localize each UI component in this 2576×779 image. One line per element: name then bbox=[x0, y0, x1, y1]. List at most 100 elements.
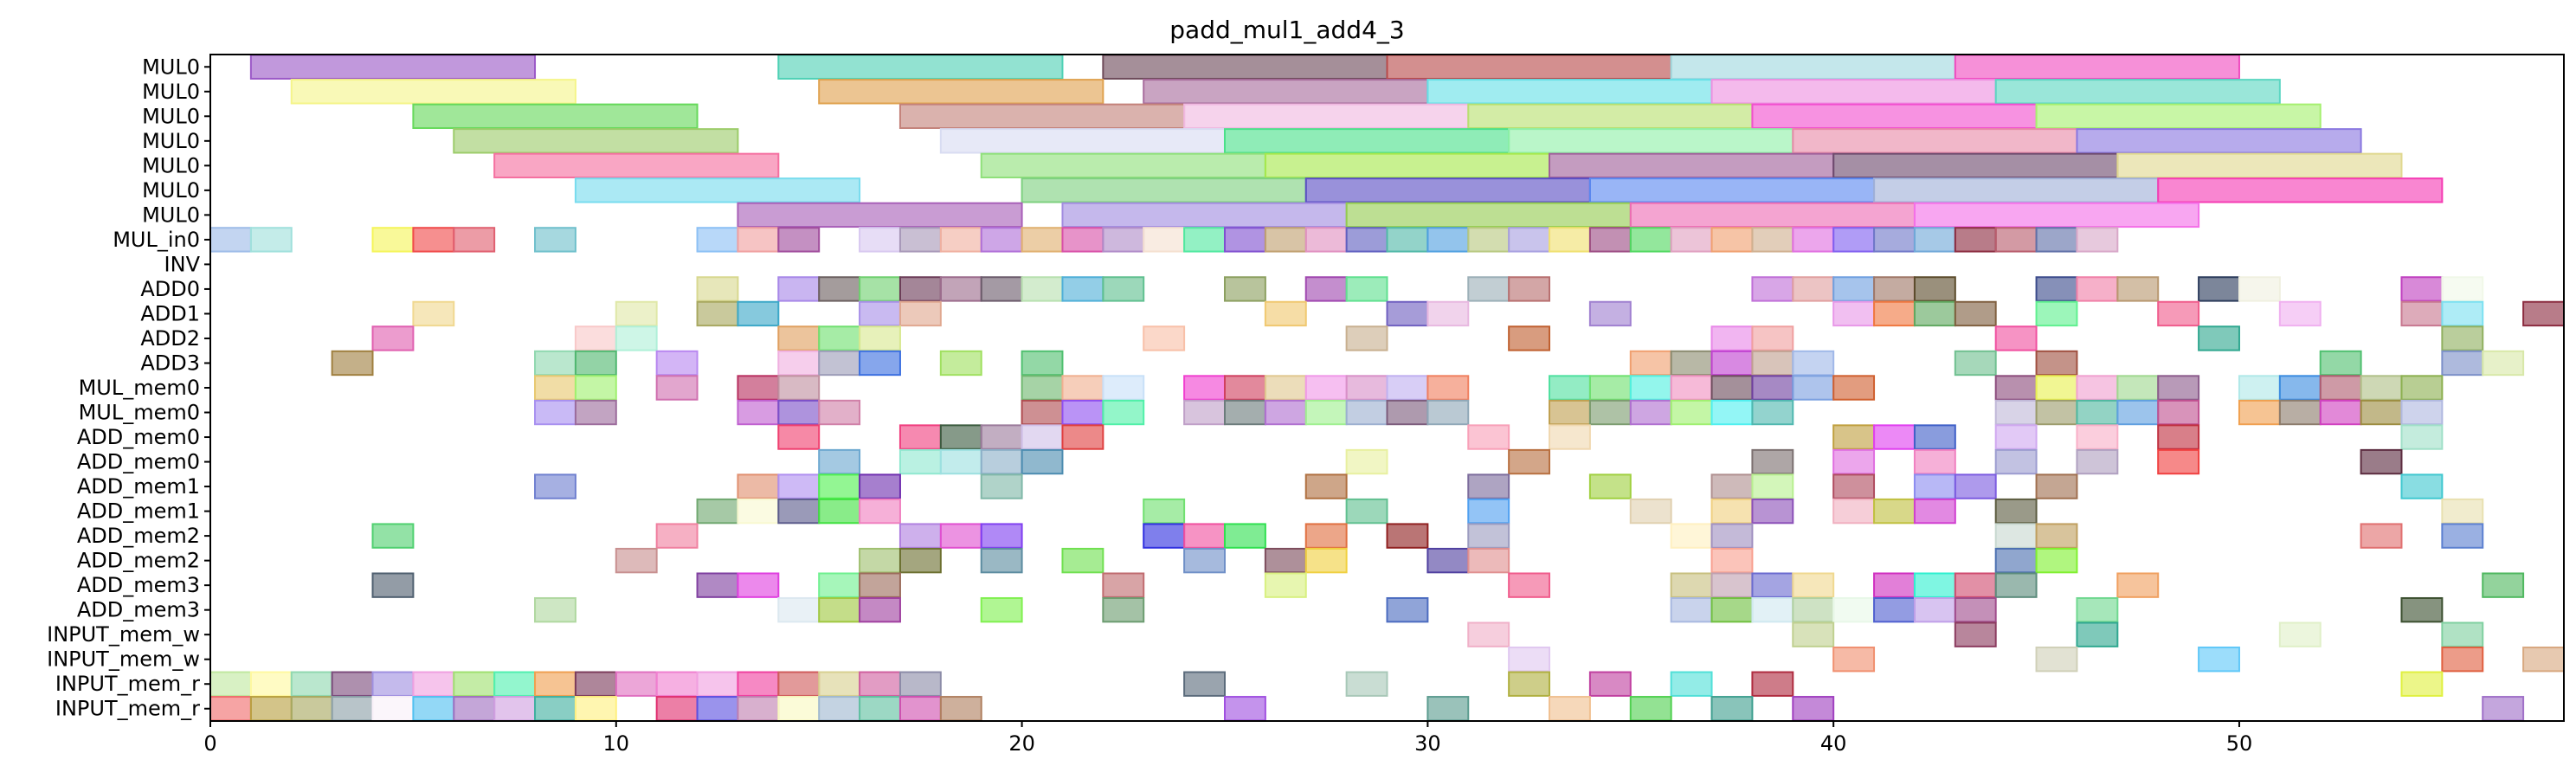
task-bar bbox=[2076, 621, 2119, 647]
task-bar bbox=[1913, 448, 1956, 475]
task-bar bbox=[696, 227, 739, 253]
task-bar bbox=[1873, 177, 2160, 203]
task-bar bbox=[818, 498, 861, 525]
task-bar bbox=[1223, 696, 1266, 722]
x-axis: 0 10 20 30 40 50 bbox=[203, 721, 2252, 756]
task-bar bbox=[2076, 424, 2119, 450]
task-bar bbox=[1629, 350, 1672, 377]
task-bars bbox=[209, 54, 2565, 722]
task-bar bbox=[2278, 399, 2322, 426]
task-bar bbox=[1710, 498, 1754, 525]
task-bar bbox=[1751, 325, 1794, 351]
task-bar bbox=[2076, 399, 2119, 426]
task-bar bbox=[1183, 227, 1226, 253]
task-bar bbox=[1264, 375, 1307, 401]
task-bar bbox=[2035, 227, 2078, 253]
task-bar bbox=[331, 671, 374, 697]
row-label: ADD_mem0 bbox=[77, 450, 200, 474]
task-bar bbox=[493, 696, 537, 722]
task-bar bbox=[1467, 103, 1754, 129]
task-bar bbox=[1143, 498, 1186, 525]
x-tick-label: 40 bbox=[1820, 731, 1847, 756]
task-bar bbox=[1426, 696, 1470, 722]
task-bar bbox=[1670, 596, 1713, 623]
task-bar bbox=[1183, 523, 1226, 549]
task-bar bbox=[1345, 202, 1632, 229]
row-label: ADD_mem0 bbox=[77, 425, 200, 449]
task-bar bbox=[2035, 473, 2078, 499]
task-bar bbox=[1264, 547, 1307, 574]
task-bar bbox=[2238, 276, 2281, 302]
task-bar bbox=[818, 79, 1104, 105]
task-bar bbox=[1345, 375, 1388, 401]
task-bar bbox=[534, 227, 576, 253]
task-bar bbox=[737, 399, 780, 426]
task-bar bbox=[1549, 227, 1591, 253]
task-bar bbox=[818, 325, 861, 351]
task-bar bbox=[1670, 227, 1713, 253]
task-bar bbox=[2441, 498, 2484, 525]
row-label: MUL0 bbox=[142, 153, 200, 177]
row-label: MUL_mem0 bbox=[79, 401, 200, 425]
task-bar bbox=[859, 572, 901, 598]
task-bar bbox=[898, 300, 942, 327]
task-bar bbox=[818, 399, 861, 426]
task-bar bbox=[1223, 399, 1266, 426]
task-bar bbox=[2482, 696, 2525, 722]
task-bar bbox=[898, 547, 942, 574]
task-bar bbox=[2157, 399, 2200, 426]
task-bar bbox=[696, 696, 739, 722]
task-bar bbox=[615, 547, 658, 574]
task-bar bbox=[2157, 177, 2444, 203]
task-bar bbox=[1304, 523, 1348, 549]
row-label: ADD1 bbox=[140, 301, 200, 325]
row-label: ADD3 bbox=[140, 351, 200, 375]
task-bar bbox=[371, 696, 415, 722]
task-bar bbox=[2116, 375, 2160, 401]
task-bar bbox=[249, 671, 293, 697]
task-bar bbox=[777, 325, 821, 351]
task-bar bbox=[2157, 375, 2200, 401]
task-bar bbox=[371, 227, 415, 253]
task-bar bbox=[859, 300, 901, 327]
task-bar bbox=[777, 596, 821, 623]
task-bar bbox=[1183, 399, 1226, 426]
task-bar bbox=[1954, 300, 1997, 327]
task-bar bbox=[534, 473, 576, 499]
task-bar bbox=[1143, 79, 1429, 105]
task-bar bbox=[1913, 202, 2200, 229]
task-bar bbox=[2035, 300, 2078, 327]
task-bar bbox=[2319, 350, 2362, 377]
task-bar bbox=[2400, 276, 2444, 302]
task-bar bbox=[1954, 54, 2240, 80]
task-bar bbox=[1792, 621, 1835, 647]
task-bar bbox=[574, 671, 617, 697]
row-label: MUL0 bbox=[142, 80, 200, 104]
task-bar bbox=[2035, 399, 2078, 426]
row-label: ADD_mem3 bbox=[77, 598, 200, 622]
task-bar bbox=[939, 128, 1226, 154]
task-bar bbox=[1345, 399, 1388, 426]
task-bar bbox=[1913, 276, 1956, 302]
task-bar bbox=[655, 350, 699, 377]
task-bar bbox=[818, 448, 861, 475]
task-bar bbox=[1467, 621, 1510, 647]
task-bar bbox=[1751, 596, 1794, 623]
x-tick-label: 30 bbox=[1414, 731, 1441, 756]
task-bar bbox=[1994, 325, 2038, 351]
task-bar bbox=[1670, 350, 1713, 377]
task-bar bbox=[898, 671, 942, 697]
task-bar bbox=[1386, 596, 1429, 623]
chart-title: padd_mul1_add4_3 bbox=[1169, 16, 1404, 44]
task-bar bbox=[574, 399, 617, 426]
task-bar bbox=[1061, 399, 1104, 426]
task-bar bbox=[939, 448, 982, 475]
task-bar bbox=[615, 300, 658, 327]
task-bar bbox=[1832, 498, 1876, 525]
task-bar bbox=[1549, 152, 1835, 179]
task-bar bbox=[1792, 696, 1835, 722]
row-label: MUL0 bbox=[142, 129, 200, 153]
task-bar bbox=[1670, 671, 1713, 697]
task-bar bbox=[1954, 596, 1997, 623]
task-bar bbox=[1588, 300, 1632, 327]
